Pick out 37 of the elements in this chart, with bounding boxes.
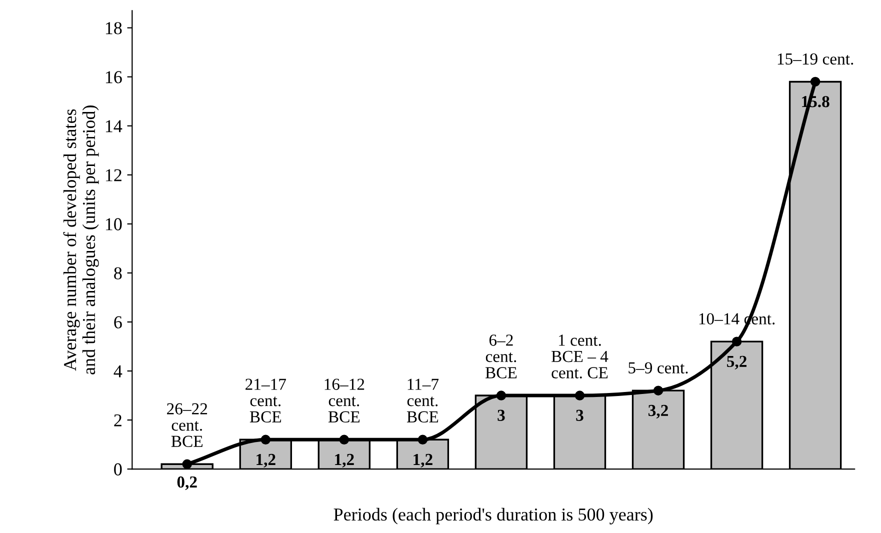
y-axis-title: Average number of developed states and their analogues (units per period) [63, 106, 99, 374]
x-tick-label: 11–7 cent. BCE [406, 378, 439, 422]
y-tick-label: 4 [114, 365, 122, 378]
y-tick-label: 2 [114, 414, 122, 426]
data-label: 1,2 [414, 454, 432, 468]
y-tick-label: 6 [114, 316, 122, 328]
x-tick-label: 15–19 cent. [778, 53, 854, 65]
x-tick-label: 21–17 cent. BCE [246, 378, 286, 422]
y-tick-label: 0 [114, 463, 122, 476]
point [260, 434, 270, 444]
point [339, 434, 350, 444]
data-label: 5,2 [727, 356, 746, 370]
point [574, 390, 585, 400]
x-tick-label: 16–12 cent. BCE [324, 378, 364, 422]
point [810, 76, 820, 87]
y-tick-label: 12 [106, 169, 122, 182]
data-label: 3 [576, 410, 584, 421]
data-label: 3 [498, 410, 505, 421]
point [653, 386, 664, 396]
x-tick-label: 5–9 cent. [628, 362, 688, 374]
x-tick-label: 1 cent. BCE – 4 cent. CE [552, 334, 608, 378]
point [732, 336, 742, 346]
y-tick-label: 10 [106, 218, 122, 230]
point [418, 434, 428, 444]
y-tick-label: 8 [114, 267, 122, 280]
x-tick-label: 26–22 cent. BCE [167, 403, 208, 447]
y-tick-label: 16 [106, 71, 122, 84]
point [496, 390, 506, 400]
data-label: 3,2 [648, 404, 668, 418]
data-label: 0,2 [177, 476, 197, 490]
y-tick-label: 14 [106, 120, 122, 132]
x-tick-label: 6–2 cent. BCE [485, 334, 517, 378]
data-label: 1,2 [335, 454, 354, 468]
y-tick-label: 18 [106, 22, 122, 34]
data-label: 1,2 [256, 454, 276, 468]
x-axis-title: Periods (each period's duration is 500 years) [334, 508, 653, 524]
point [182, 459, 192, 469]
